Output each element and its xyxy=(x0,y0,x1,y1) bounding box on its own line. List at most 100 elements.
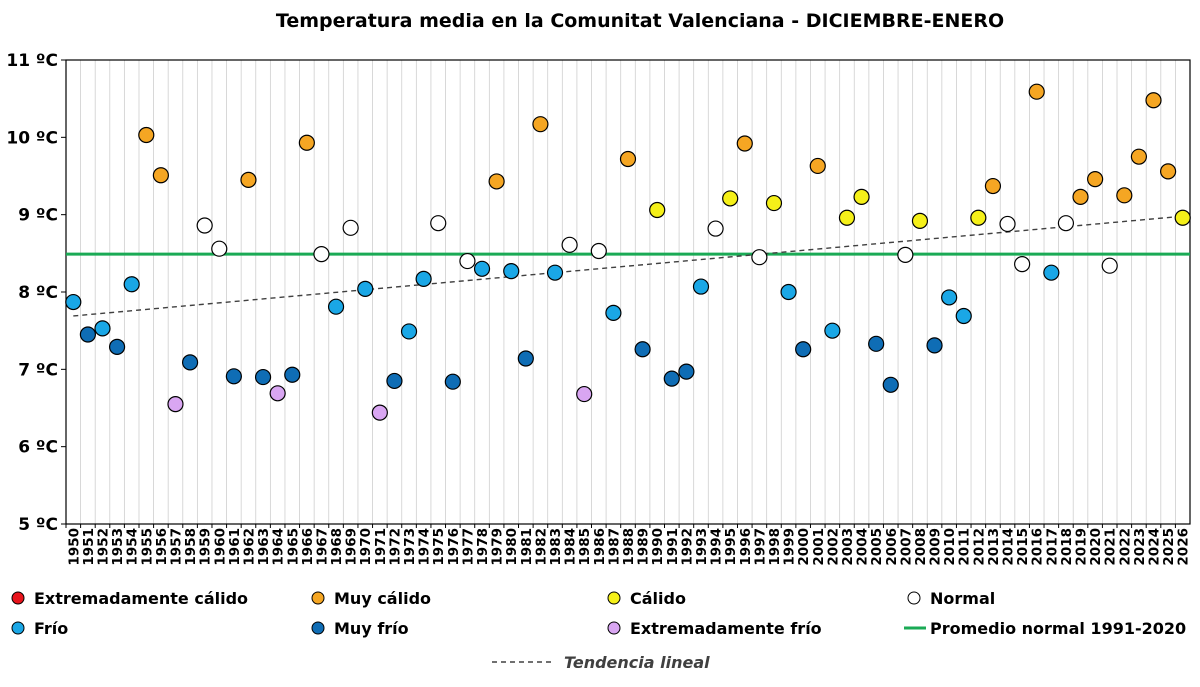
data-point-1997 xyxy=(751,249,768,266)
data-point-1972 xyxy=(386,372,403,390)
x-tick-label: 1953 xyxy=(110,528,126,566)
data-point-1965 xyxy=(284,366,301,383)
x-tick-label: 1987 xyxy=(606,528,622,566)
x-tick-label: 1996 xyxy=(738,528,754,566)
x-tick-label: 1954 xyxy=(125,528,141,566)
x-tick-label: 2026 xyxy=(1176,528,1192,566)
x-tick-label: 1992 xyxy=(679,528,695,566)
data-point-1990 xyxy=(649,201,666,219)
x-tick-label: 1991 xyxy=(665,528,681,566)
data-point-1952 xyxy=(94,320,111,337)
data-point-1958 xyxy=(181,354,199,371)
x-tick-label: 1972 xyxy=(387,528,403,566)
data-point-2001 xyxy=(809,157,826,175)
x-tick-label: 1993 xyxy=(694,528,710,566)
data-point-1964 xyxy=(269,385,286,402)
data-point-1959 xyxy=(196,217,213,234)
data-point-1980 xyxy=(503,263,520,280)
x-tick-label: 1957 xyxy=(168,528,184,566)
x-tick-label: 1965 xyxy=(285,528,301,566)
x-tick-label: 1997 xyxy=(752,528,768,566)
data-point-2008 xyxy=(911,212,929,229)
y-tick-label: 8 ºC xyxy=(18,283,58,303)
data-point-2017 xyxy=(1043,264,1060,281)
data-point-1977 xyxy=(459,252,476,270)
data-point-1996 xyxy=(736,135,753,152)
data-point-1989 xyxy=(634,341,651,358)
x-tick-label: 2021 xyxy=(1103,528,1119,566)
x-tick-label: 1984 xyxy=(563,528,579,566)
data-point-2021 xyxy=(1101,257,1118,274)
x-tick-label: 1969 xyxy=(344,528,360,566)
x-tick-label: 1977 xyxy=(460,528,476,566)
data-point-1988 xyxy=(619,150,637,168)
x-tick-label: 2013 xyxy=(986,528,1002,566)
data-point-2007 xyxy=(897,246,914,263)
data-point-1950 xyxy=(65,293,82,311)
data-point-2020 xyxy=(1087,170,1104,188)
data-point-1994 xyxy=(707,220,724,237)
x-tick-label: 1994 xyxy=(709,528,725,566)
y-tick-label: 6 ºC xyxy=(18,438,58,458)
data-point-2023 xyxy=(1130,148,1148,165)
data-point-1951 xyxy=(79,326,96,343)
x-tick-label: 1952 xyxy=(95,528,111,566)
data-point-2026 xyxy=(1174,209,1191,226)
data-point-1962 xyxy=(240,171,257,188)
data-point-2018 xyxy=(1057,215,1075,232)
legend-label-normal: Normal xyxy=(930,589,995,608)
y-tick-label: 9 ºC xyxy=(18,206,58,226)
x-tick-label: 1999 xyxy=(782,528,798,566)
x-tick-label: 1963 xyxy=(256,528,272,566)
data-point-2016 xyxy=(1028,83,1045,100)
trend-line xyxy=(73,215,1183,317)
x-tick-label: 1978 xyxy=(475,528,491,566)
x-tick-label: 2003 xyxy=(840,528,856,566)
x-tick-label: 1986 xyxy=(592,528,608,566)
data-point-1971 xyxy=(371,404,388,421)
data-point-1961 xyxy=(225,368,242,385)
y-tick-label: 7 ºC xyxy=(18,360,58,380)
data-point-2011 xyxy=(955,307,972,325)
data-point-1963 xyxy=(254,368,272,386)
x-tick-label: 2004 xyxy=(855,528,871,566)
data-point-2025 xyxy=(1160,163,1177,180)
x-tick-label: 2001 xyxy=(811,528,827,566)
x-tick-label: 2012 xyxy=(971,528,987,566)
legend-label-reference: Promedio normal 1991-2020 xyxy=(930,619,1186,638)
data-point-1992 xyxy=(678,363,695,380)
x-tick-label: 2017 xyxy=(1044,528,1060,566)
legend-swatch-ext_frio xyxy=(607,621,621,635)
data-point-2003 xyxy=(838,209,856,226)
data-point-1984 xyxy=(561,236,578,253)
data-point-2015 xyxy=(1014,256,1031,273)
legend-label-trend: Tendencia lineal xyxy=(564,653,710,672)
data-point-1991 xyxy=(663,370,680,387)
x-tick-label: 1995 xyxy=(723,528,739,566)
data-point-1986 xyxy=(590,242,607,260)
data-point-2019 xyxy=(1072,188,1089,205)
x-tick-label: 1968 xyxy=(329,528,345,566)
data-point-1978 xyxy=(473,260,491,277)
data-point-1975 xyxy=(430,215,447,232)
data-point-2022 xyxy=(1116,187,1133,204)
x-tick-label: 1976 xyxy=(446,528,462,566)
x-tick-label: 1998 xyxy=(767,528,783,566)
data-points xyxy=(65,83,1191,421)
x-tick-label: 1983 xyxy=(548,528,564,566)
x-tick-label: 2023 xyxy=(1132,528,1148,566)
x-tick-label: 1990 xyxy=(650,528,666,566)
data-point-2013 xyxy=(984,177,1002,195)
x-tick-label: 2014 xyxy=(1001,528,1017,566)
y-axis-ticks: 5 ºC 6 ºC 7 ºC 8 ºC 9 ºC 10 ºC 11 ºC xyxy=(6,51,66,535)
x-tick-label: 1982 xyxy=(533,528,549,566)
data-point-2002 xyxy=(824,322,841,339)
legend-label-ext_calido: Extremadamente cálido xyxy=(34,589,248,608)
x-tick-label: 2025 xyxy=(1161,528,1177,566)
data-point-1968 xyxy=(327,298,345,315)
legend-label-muy_frio: Muy frío xyxy=(334,619,409,638)
x-tick-label: 2019 xyxy=(1074,528,1090,566)
x-tick-label: 1985 xyxy=(577,528,593,566)
x-tick-label: 1960 xyxy=(212,528,228,566)
